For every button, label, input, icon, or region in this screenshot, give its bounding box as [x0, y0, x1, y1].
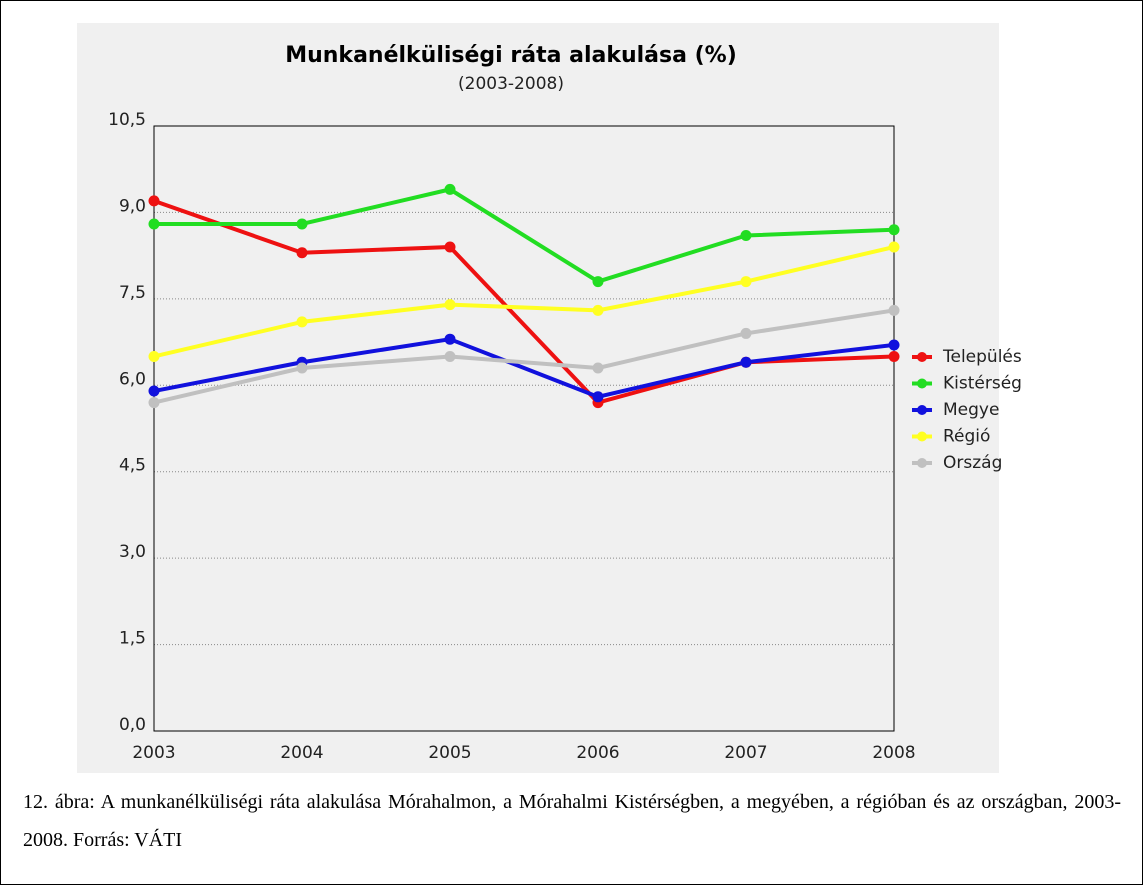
- x-tick-label: 2005: [428, 743, 471, 763]
- x-tick-label: 2004: [280, 743, 323, 763]
- legend-label: Régió: [943, 427, 990, 447]
- x-tick-label: 2003: [132, 743, 175, 763]
- y-tick-label: 6,0: [119, 369, 146, 389]
- data-point: [444, 333, 456, 345]
- legend-label: Település: [942, 347, 1022, 367]
- series-line: [153, 337, 895, 399]
- data-point: [740, 327, 752, 339]
- data-point: [148, 218, 160, 230]
- chart-title: Munkanélküliségi ráta alakulása (%): [285, 43, 737, 68]
- data-point: [296, 247, 308, 259]
- data-point: [296, 362, 308, 374]
- data-point: [148, 350, 160, 362]
- data-point: [592, 362, 604, 374]
- legend-marker: [917, 458, 927, 468]
- legend-marker: [917, 378, 927, 389]
- data-point: [888, 224, 900, 236]
- chart-subtitle: (2003-2008): [458, 74, 564, 94]
- x-tick-label: 2007: [724, 743, 767, 763]
- data-point: [888, 304, 900, 316]
- x-tick-label: 2006: [576, 743, 619, 763]
- data-point: [592, 391, 604, 403]
- plot-background: [154, 126, 894, 731]
- data-point: [296, 316, 308, 328]
- data-point: [148, 385, 160, 397]
- data-point: [296, 218, 308, 230]
- data-point: [444, 241, 456, 253]
- caption: 12. ábra: A munkanélküliségi ráta alakul…: [23, 791, 1121, 851]
- data-point: [444, 350, 456, 362]
- x-tick-label: 2008: [872, 743, 915, 763]
- y-tick-label: 3,0: [119, 542, 146, 562]
- data-point: [444, 299, 456, 311]
- legend-marker: [917, 431, 927, 442]
- legend-label: Megye: [943, 400, 999, 420]
- data-point: [740, 229, 752, 241]
- chart: Munkanélküliségi ráta alakulása (%) (200…: [77, 23, 1022, 773]
- y-tick-label: 0,0: [119, 715, 146, 735]
- data-point: [888, 241, 900, 253]
- plot-border: [153, 125, 895, 732]
- y-tick-label: 1,5: [119, 629, 146, 649]
- y-tick-label: 4,5: [119, 456, 146, 476]
- data-point: [592, 304, 604, 316]
- legend-label: Ország: [943, 453, 1002, 473]
- data-point: [148, 195, 160, 207]
- series-line: [153, 245, 895, 359]
- data-point: [888, 339, 900, 351]
- data-point: [444, 183, 456, 195]
- data-point: [740, 276, 752, 288]
- data-point: [592, 276, 604, 288]
- y-tick-label: 7,5: [119, 283, 146, 303]
- legend-marker: [917, 405, 927, 415]
- legend-marker: [917, 352, 927, 362]
- y-tick-label: 9,0: [119, 196, 146, 216]
- data-point: [148, 397, 160, 409]
- data-point: [888, 350, 900, 362]
- legend-label: Kistérség: [943, 374, 1022, 394]
- series-line: [154, 187, 895, 284]
- y-tick-label: 10,5: [108, 110, 146, 130]
- data-point: [740, 356, 752, 368]
- series-line: [153, 308, 895, 405]
